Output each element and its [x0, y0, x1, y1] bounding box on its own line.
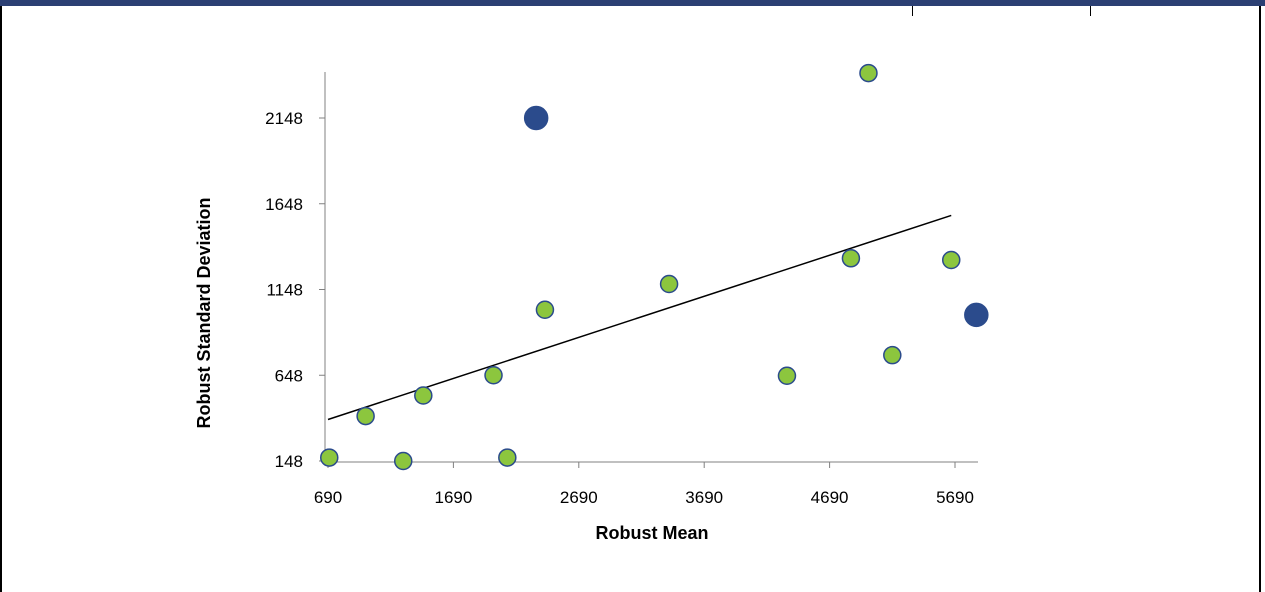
- data-point: [414, 386, 433, 405]
- top-bar: [0, 0, 1265, 6]
- data-point: [659, 274, 679, 294]
- y-tick-label: 148: [275, 452, 303, 471]
- data-point: [498, 448, 517, 467]
- trendline: [327, 214, 952, 421]
- data-point: [393, 451, 413, 471]
- y-axis-title: Robust Standard Deviation: [194, 197, 214, 428]
- highlighted-data-point: [964, 302, 989, 328]
- x-tick-label: 5690: [936, 488, 974, 507]
- highlighted-data-point: [523, 105, 549, 131]
- x-tick-label: 2690: [560, 488, 598, 507]
- y-tick-label: 2148: [265, 109, 303, 128]
- chart-frame: [0, 6, 1261, 592]
- x-tick-label: 690: [314, 488, 342, 507]
- y-tick-label: 1648: [265, 195, 303, 214]
- y-tick-label: 1148: [266, 281, 303, 300]
- data-point: [484, 366, 503, 385]
- data-point: [883, 345, 902, 365]
- x-tick-label: 4690: [811, 488, 849, 507]
- y-tick-label: 648: [275, 366, 303, 385]
- data-point: [859, 63, 878, 83]
- data-point: [777, 366, 797, 386]
- data-point: [941, 250, 961, 270]
- x-tick-label: 3690: [685, 488, 723, 507]
- frame-divider: [1090, 6, 1091, 16]
- x-axis-title: Robust Mean: [595, 523, 708, 543]
- data-point: [320, 448, 339, 467]
- x-tick-label: 1690: [434, 488, 472, 507]
- data-point: [356, 406, 375, 426]
- frame-divider: [912, 6, 913, 16]
- data-point: [841, 249, 861, 268]
- data-point: [535, 300, 555, 319]
